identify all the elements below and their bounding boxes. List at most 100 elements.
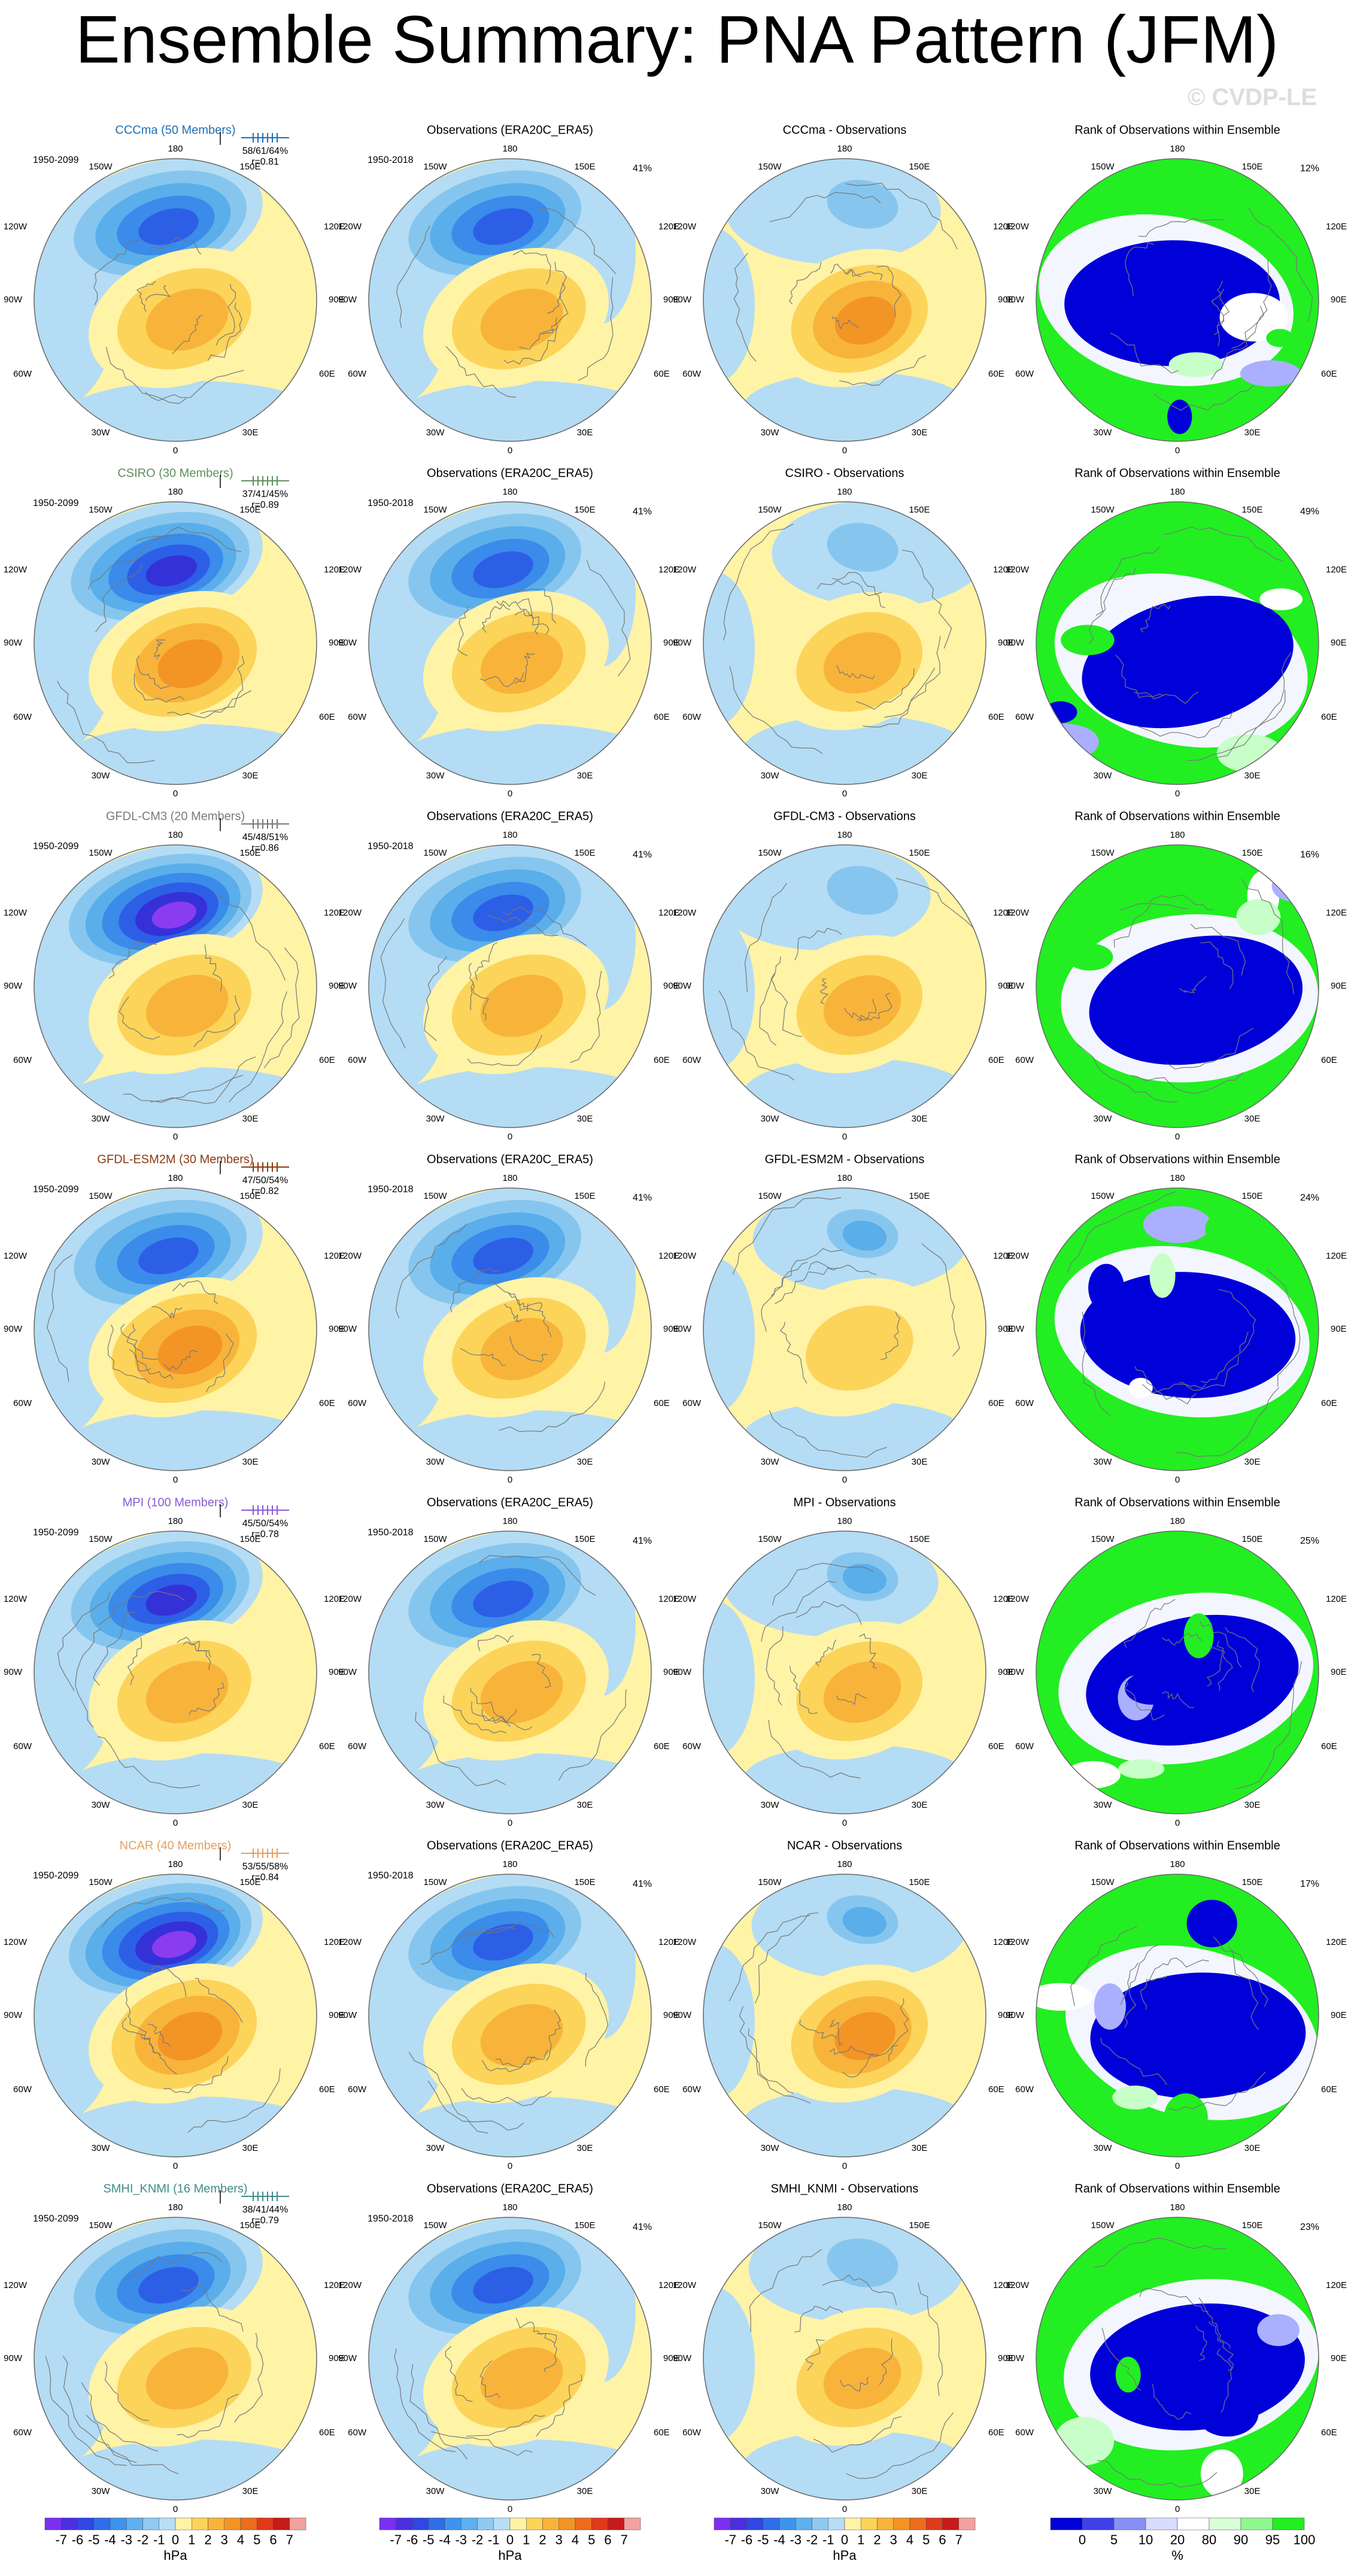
- map-label: 60W: [348, 1398, 367, 1408]
- coastline: [1215, 652, 1291, 758]
- map-label: 30E: [912, 1114, 928, 1124]
- colorbar-box: [624, 2517, 641, 2530]
- coastline: [147, 2023, 171, 2047]
- map-label: 30W: [92, 1114, 111, 1124]
- colorbar-tick-label: 1: [857, 2532, 864, 2547]
- map-label: 30E: [577, 2486, 593, 2496]
- coastline: [499, 1381, 606, 1432]
- coastline: [95, 564, 143, 632]
- map-label: 30W: [1094, 2143, 1113, 2153]
- rank-patch: [1061, 625, 1115, 656]
- coastline: [578, 277, 614, 381]
- map-label: 60W: [682, 1398, 702, 1408]
- map-label: 0: [1175, 1132, 1180, 1142]
- coastline: [207, 302, 242, 361]
- colorbar-box: [379, 2517, 396, 2530]
- coastline: [1228, 1946, 1259, 2031]
- map-label: 150E: [574, 1191, 595, 1201]
- period: 1950-2099: [33, 1528, 79, 1538]
- map-label: 90W: [338, 638, 357, 648]
- map-label: 60W: [1015, 2427, 1034, 2438]
- coastline: [1210, 305, 1264, 380]
- map-label: 0: [173, 789, 178, 799]
- coastline: [504, 1304, 522, 1323]
- coastline: [840, 2377, 870, 2392]
- negative-region: [56, 1753, 317, 1814]
- coastline: [177, 1636, 212, 1657]
- positive-contour: [823, 632, 901, 694]
- coastline: [829, 2019, 843, 2047]
- map-label: 180: [168, 830, 183, 840]
- map: [703, 1188, 986, 1471]
- map-label: 120E: [324, 1251, 345, 1261]
- obs-percent: 41%: [633, 1193, 652, 1203]
- coastline: [836, 665, 875, 680]
- pattern-stats: 47/50/54%: [242, 1175, 289, 1186]
- map-label: 60E: [654, 1741, 670, 1751]
- map-label: 180: [168, 487, 183, 497]
- model-title: SMHI_KNMI (16 Members): [103, 2182, 247, 2195]
- map-label: 0: [508, 2504, 512, 2514]
- coastline: [796, 1601, 862, 1625]
- pattern-correlation: r=0.84: [251, 1872, 279, 1883]
- colorbar-tick-label: -1: [488, 2532, 500, 2547]
- coastline: [815, 1639, 837, 1667]
- map-label: 120W: [338, 1594, 362, 1604]
- coastline: [1124, 1599, 1176, 1648]
- rank-percent: 12%: [1300, 163, 1319, 174]
- map-label: 90W: [1006, 1667, 1025, 1677]
- coastline: [461, 2088, 552, 2107]
- coastline: [126, 1323, 158, 1360]
- map-label: 180: [168, 1516, 183, 1526]
- negative-contour: [842, 1907, 887, 1937]
- coastline: [879, 2338, 894, 2385]
- coastline: [1110, 332, 1179, 374]
- coastline: [1190, 923, 1246, 976]
- map-label: 90W: [1006, 981, 1025, 991]
- map-label: 150W: [758, 505, 782, 515]
- map-label: 120E: [658, 1251, 679, 1261]
- colorbar-box: [942, 2517, 959, 2530]
- map-label: 60W: [13, 1055, 32, 1065]
- map-label: 30E: [912, 2143, 928, 2153]
- map-label: 0: [1175, 1818, 1180, 1828]
- map-label: 150E: [239, 1191, 260, 1201]
- coastline: [107, 1324, 150, 1384]
- pattern-correlation: r=0.78: [251, 1529, 279, 1539]
- coastline: [754, 1912, 818, 2004]
- map-label: 150W: [89, 505, 113, 515]
- map-label: 90W: [673, 1667, 692, 1677]
- map-label: 30W: [426, 1114, 445, 1124]
- map-label: 90E: [663, 638, 679, 648]
- coastline: [1206, 1640, 1224, 1687]
- map-outline: [368, 844, 652, 1128]
- coastline: [813, 2416, 902, 2453]
- coastline: [831, 316, 859, 329]
- map-outline: [703, 501, 986, 785]
- coastline: [93, 1611, 135, 1686]
- negative-contour: [138, 1237, 199, 1275]
- coastline: [921, 1243, 960, 1357]
- map-label: 90W: [4, 1667, 23, 1677]
- coastline: [1211, 289, 1225, 347]
- rank-patch: [1216, 734, 1283, 772]
- coastline: [527, 1303, 551, 1337]
- map-label: 90E: [998, 1324, 1014, 1334]
- colorbar-unit: %: [1171, 2548, 1183, 2563]
- diff-title: GFDL-CM3 - Observations: [773, 810, 916, 823]
- map-label: 30W: [92, 771, 111, 781]
- coastline: [728, 1915, 810, 2002]
- map-label: 30W: [92, 428, 111, 438]
- map-label: 120W: [338, 2280, 362, 2290]
- coastline: [779, 1322, 807, 1384]
- map-label: 30W: [426, 2486, 445, 2496]
- negative-contour: [827, 866, 898, 915]
- map-label: 120E: [1326, 2280, 1347, 2290]
- map-label: 90E: [663, 295, 679, 305]
- coastline: [477, 1635, 514, 1651]
- coastline: [1095, 547, 1160, 616]
- coastline: [471, 1701, 517, 1724]
- map-label: 30E: [242, 771, 259, 781]
- map-label: 120E: [1326, 565, 1347, 575]
- period: 1950-2018: [368, 1528, 414, 1538]
